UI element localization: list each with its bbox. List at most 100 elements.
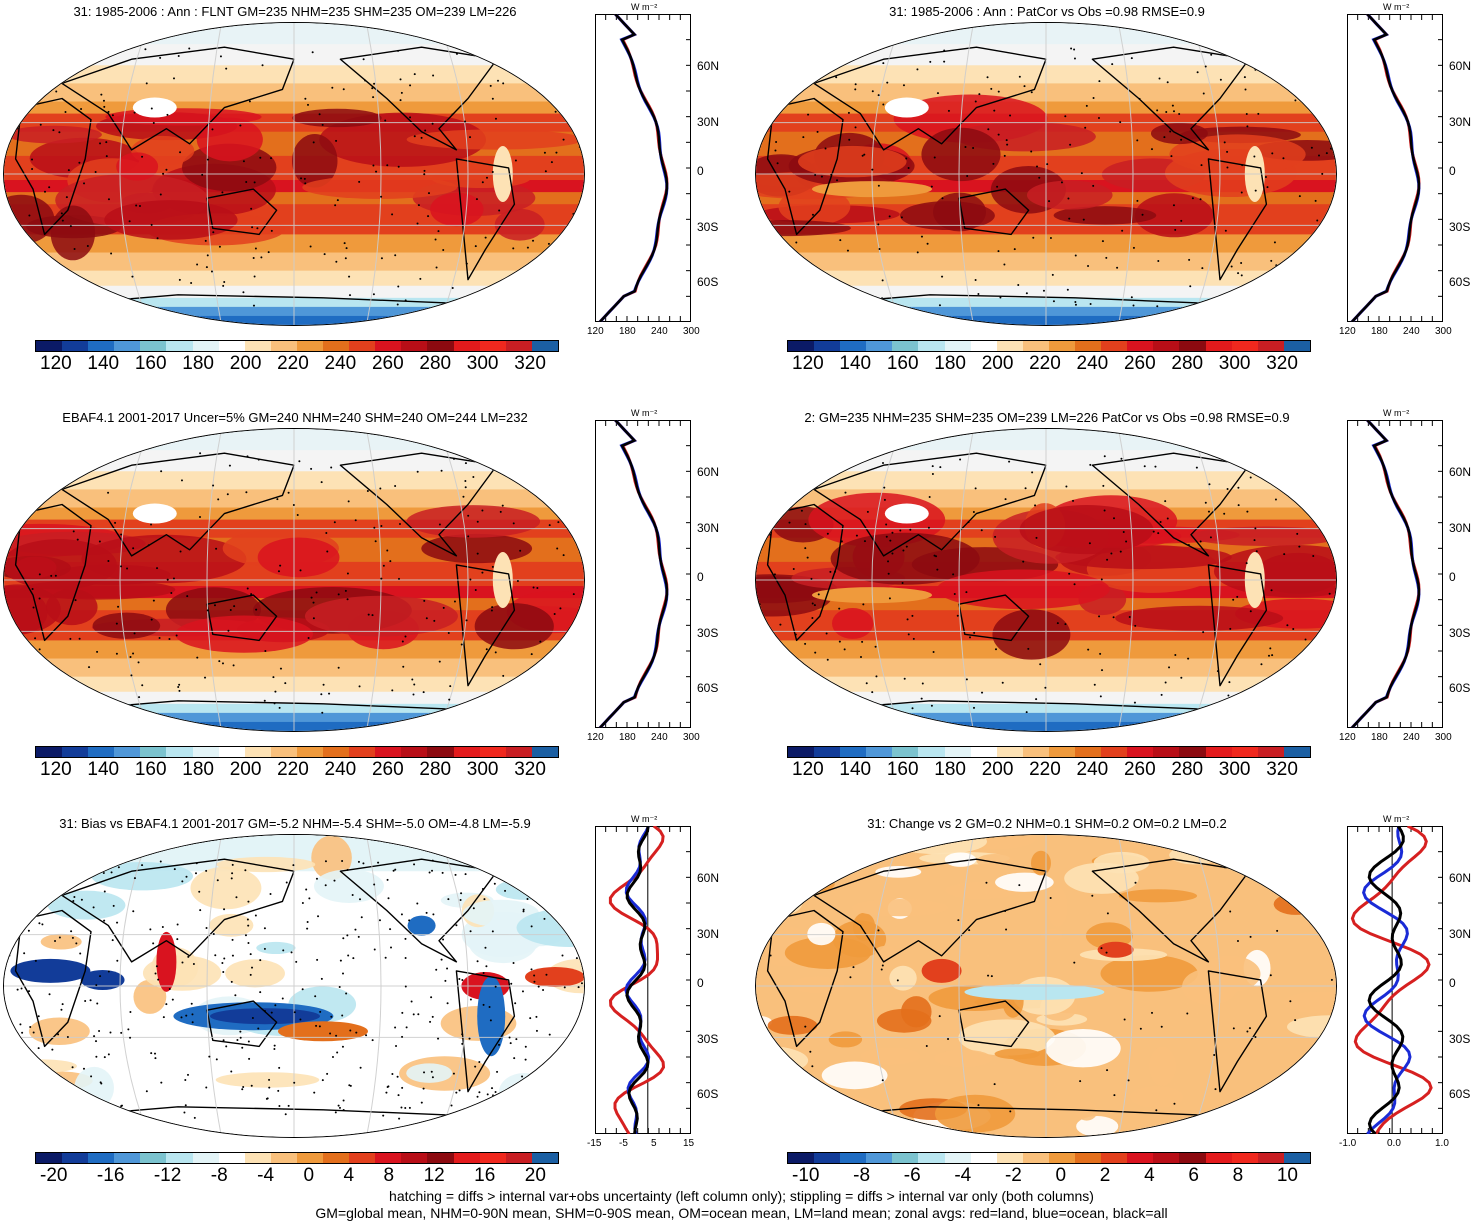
colorbar-swatch — [244, 1153, 271, 1163]
colorbar-swatch — [814, 1153, 841, 1163]
map-panel: 31: Change vs 2 GM=0.2 NHM=0.1 SHM=0.2 O… — [752, 812, 1483, 1212]
colorbar-swatch — [166, 341, 193, 351]
colorbar-tick-label: 320 — [514, 353, 546, 374]
colorbar-swatch — [192, 1153, 219, 1163]
map-panel: EBAF4.1 2001-2017 Uncer=5% GM=240 NHM=24… — [0, 406, 731, 806]
colorbar-swatch — [788, 747, 815, 757]
colorbar-swatch — [1205, 1153, 1232, 1163]
colorbar-swatch — [1283, 747, 1310, 757]
zonal-unit-label: W m⁻² — [1383, 2, 1410, 12]
map-plot — [3, 428, 585, 732]
zonal-lat-label: 0 — [1449, 976, 1456, 991]
colorbar-swatch — [1075, 747, 1102, 757]
zonal-average-plot — [594, 12, 692, 324]
colorbar-tick-label: 120 — [792, 353, 824, 374]
colorbar-swatch — [1205, 747, 1232, 757]
colorbar-swatch — [866, 747, 893, 757]
colorbar-swatch — [166, 1153, 193, 1163]
colorbar-tick-label: 180 — [934, 353, 966, 374]
colorbar-swatch — [1231, 1153, 1258, 1163]
zonal-lat-label: 30N — [1449, 520, 1472, 535]
colorbar-swatch — [375, 341, 402, 351]
colorbar-tick-label: 12 — [423, 1165, 445, 1186]
colorbar-swatch — [1179, 1153, 1206, 1163]
colorbar-labels: 120 140 160 180 200 220 240 260 280 300 320 — [792, 353, 1298, 375]
colorbar-tick-label: 8 — [1232, 1165, 1244, 1186]
colorbar-swatch — [427, 747, 454, 757]
colorbar — [35, 1152, 559, 1164]
colorbar-swatch — [1153, 341, 1180, 351]
colorbar-tick-label: 320 — [514, 759, 546, 780]
colorbar-swatch — [140, 747, 167, 757]
zonal-lat-label: 0 — [1449, 164, 1456, 179]
zonal-lat-label: 0 — [697, 976, 704, 991]
colorbar-swatch — [270, 747, 297, 757]
colorbar-swatch — [531, 1153, 558, 1163]
colorbar-swatch — [218, 1153, 245, 1163]
colorbar-tick-label: 180 — [934, 759, 966, 780]
colorbar-tick-label: 220 — [1029, 759, 1061, 780]
colorbar-tick-label: 300 — [1218, 759, 1251, 780]
map-plot — [3, 22, 585, 326]
colorbar-swatch — [840, 747, 867, 757]
colorbar-swatch — [788, 341, 815, 351]
colorbar-swatch — [218, 341, 245, 351]
map-plot — [755, 834, 1337, 1138]
zonal-lat-label: 60S — [1449, 680, 1471, 695]
colorbar-swatch — [892, 747, 919, 757]
colorbar-tick-label: 4 — [1144, 1165, 1155, 1186]
colorbar-tick-label: 220 — [277, 353, 309, 374]
colorbar-tick-label: 260 — [371, 759, 404, 780]
zonal-x-tick-label: 240 — [1403, 326, 1420, 337]
zonal-x-tick-label: 300 — [1435, 732, 1452, 743]
colorbar-swatch — [218, 747, 245, 757]
zonal-unit-label: W m⁻² — [631, 408, 658, 418]
zonal-x-tick-label: 300 — [1435, 326, 1452, 337]
colorbar-swatch — [375, 1153, 402, 1163]
colorbar-tick-label: -16 — [96, 1165, 125, 1186]
colorbar-swatch — [349, 747, 376, 757]
colorbar-swatch — [427, 341, 454, 351]
colorbar-swatch — [1257, 1153, 1284, 1163]
map-plot — [3, 834, 585, 1138]
colorbar-tick-label: -6 — [903, 1165, 921, 1186]
panel-title: 2: GM=235 NHM=235 SHM=235 OM=239 LM=226 … — [804, 410, 1290, 425]
colorbar-labels: -20 -16 -12 -8 -4 0 4 8 12 16 20 — [40, 1165, 546, 1187]
colorbar-swatch — [453, 747, 480, 757]
zonal-lat-label: 30S — [697, 625, 719, 640]
colorbar-swatch — [1231, 747, 1258, 757]
colorbar-tick-label: 280 — [1171, 353, 1204, 374]
colorbar-swatch — [1283, 1153, 1310, 1163]
colorbar-swatch — [270, 341, 297, 351]
zonal-x-tick-label: 240 — [651, 326, 668, 337]
colorbar-tick-label: -10 — [792, 1165, 820, 1186]
colorbar-swatch — [323, 341, 350, 351]
zonal-lat-label: 30N — [1449, 114, 1472, 129]
colorbar-swatch — [140, 1153, 167, 1163]
colorbar-swatch — [1179, 747, 1206, 757]
panel-title: 31: 1985-2006 : Ann : PatCor vs Obs =0.9… — [889, 4, 1205, 19]
colorbar-swatch — [453, 1153, 480, 1163]
colorbar-tick-label: 160 — [886, 353, 919, 374]
colorbar-swatch — [944, 341, 971, 351]
colorbar-swatch — [918, 1153, 945, 1163]
colorbar — [787, 1152, 1311, 1164]
zonal-lat-label: 30S — [697, 1031, 719, 1046]
colorbar-tick-label: 140 — [839, 353, 872, 374]
colorbar-tick-label: 260 — [1123, 353, 1156, 374]
colorbar-tick-label: -8 — [210, 1165, 228, 1186]
zonal-lat-label: 60N — [697, 59, 720, 74]
colorbar-swatch — [479, 747, 506, 757]
zonal-x-tick-label: 5 — [651, 1138, 657, 1149]
colorbar-tick-label: -2 — [1004, 1165, 1022, 1186]
panel-title: 31: Bias vs EBAF4.1 2001-2017 GM=-5.2 NH… — [59, 816, 531, 831]
colorbar-swatch — [244, 747, 271, 757]
colorbar-swatch — [1101, 1153, 1128, 1163]
zonal-lat-label: 30N — [697, 926, 720, 941]
colorbar-swatch — [36, 1153, 63, 1163]
colorbar-swatch — [1283, 341, 1310, 351]
zonal-lat-label: 30N — [697, 520, 720, 535]
colorbar-tick-label: 260 — [371, 353, 404, 374]
colorbar-swatch — [62, 747, 89, 757]
colorbar-tick-label: 240 — [1076, 353, 1109, 374]
